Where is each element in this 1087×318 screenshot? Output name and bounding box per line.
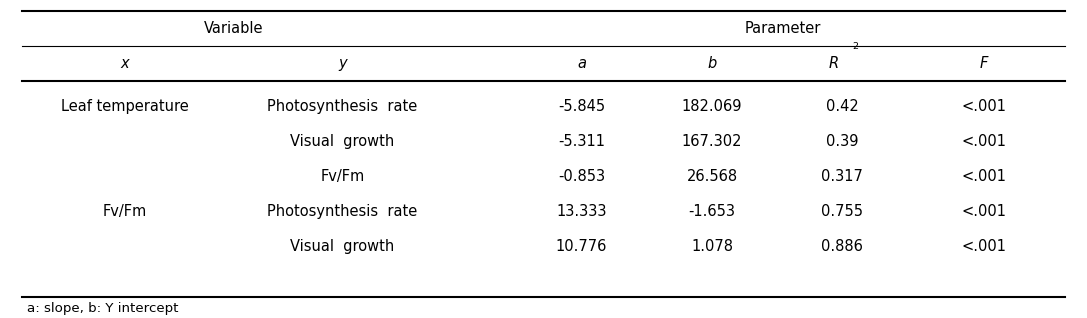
Text: -1.653: -1.653 [688, 204, 736, 219]
Text: Visual  growth: Visual growth [290, 134, 395, 149]
Text: y: y [338, 56, 347, 71]
Text: Fv/Fm: Fv/Fm [321, 169, 364, 184]
Text: -0.853: -0.853 [558, 169, 605, 184]
Text: Visual  growth: Visual growth [290, 239, 395, 254]
Text: <.001: <.001 [961, 204, 1007, 219]
Text: 26.568: 26.568 [686, 169, 738, 184]
Text: F: F [979, 56, 988, 71]
Text: <.001: <.001 [961, 99, 1007, 114]
Text: x: x [121, 56, 129, 71]
Text: Photosynthesis  rate: Photosynthesis rate [267, 204, 417, 219]
Text: -5.845: -5.845 [558, 99, 605, 114]
Text: -5.311: -5.311 [558, 134, 605, 149]
Text: Leaf temperature: Leaf temperature [61, 99, 189, 114]
Text: 167.302: 167.302 [682, 134, 742, 149]
Text: 10.776: 10.776 [555, 239, 608, 254]
Text: Photosynthesis  rate: Photosynthesis rate [267, 99, 417, 114]
Text: 0.755: 0.755 [822, 204, 863, 219]
Text: b: b [708, 56, 716, 71]
Text: 182.069: 182.069 [682, 99, 742, 114]
Text: 0.317: 0.317 [822, 169, 863, 184]
Text: 0.39: 0.39 [826, 134, 859, 149]
Text: Fv/Fm: Fv/Fm [103, 204, 147, 219]
Text: <.001: <.001 [961, 169, 1007, 184]
Text: 0.42: 0.42 [826, 99, 859, 114]
Text: 1.078: 1.078 [691, 239, 733, 254]
Text: 0.886: 0.886 [822, 239, 863, 254]
Text: <.001: <.001 [961, 134, 1007, 149]
Text: Variable: Variable [204, 21, 263, 36]
Text: a: slope, b: Y intercept: a: slope, b: Y intercept [27, 302, 178, 315]
Text: a: a [577, 56, 586, 71]
Text: 13.333: 13.333 [557, 204, 607, 219]
Text: <.001: <.001 [961, 239, 1007, 254]
Text: R: R [828, 56, 839, 71]
Text: Parameter: Parameter [745, 21, 821, 36]
Text: 2: 2 [852, 42, 859, 51]
